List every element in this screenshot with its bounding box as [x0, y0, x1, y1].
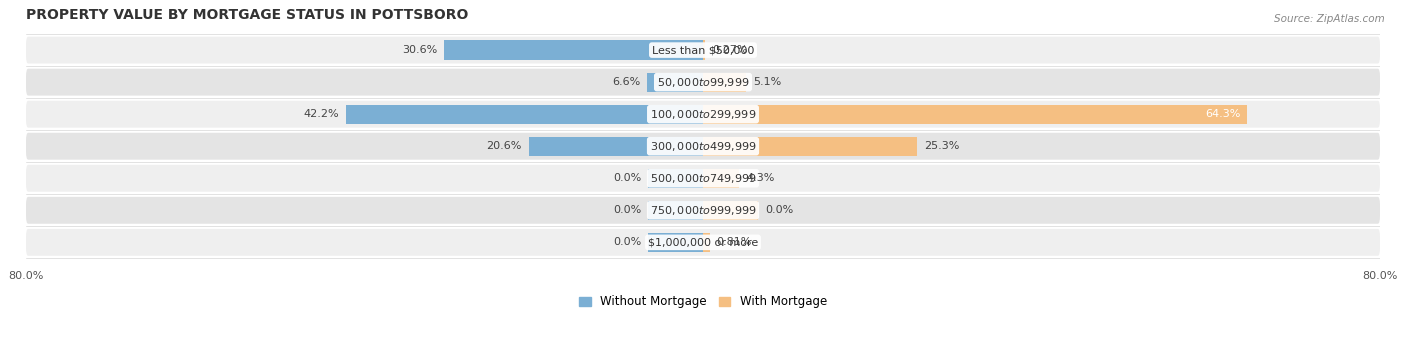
Text: 5.1%: 5.1%	[754, 77, 782, 87]
Text: 4.3%: 4.3%	[747, 173, 775, 183]
Text: 0.0%: 0.0%	[613, 205, 641, 215]
Bar	[529, 137, 703, 156]
Text: 30.6%: 30.6%	[402, 45, 437, 55]
FancyBboxPatch shape	[27, 197, 1379, 224]
Bar	[647, 72, 703, 92]
Bar	[703, 233, 710, 252]
Text: $50,000 to $99,999: $50,000 to $99,999	[657, 75, 749, 89]
Text: $100,000 to $299,999: $100,000 to $299,999	[650, 108, 756, 121]
FancyBboxPatch shape	[27, 101, 1379, 128]
FancyBboxPatch shape	[27, 37, 1379, 64]
Text: 0.0%: 0.0%	[613, 237, 641, 247]
Bar	[703, 169, 740, 188]
FancyBboxPatch shape	[27, 165, 1379, 192]
Text: 64.3%: 64.3%	[1205, 109, 1240, 119]
Bar	[703, 72, 747, 92]
Text: 20.6%: 20.6%	[486, 141, 522, 151]
Text: Less than $50,000: Less than $50,000	[652, 45, 754, 55]
Text: 6.6%: 6.6%	[612, 77, 640, 87]
Bar	[648, 201, 703, 220]
Text: 0.81%: 0.81%	[717, 237, 752, 247]
Bar	[703, 137, 917, 156]
FancyBboxPatch shape	[27, 69, 1379, 96]
Bar	[703, 40, 706, 60]
FancyBboxPatch shape	[27, 133, 1379, 160]
Bar	[648, 169, 703, 188]
Bar	[346, 105, 703, 124]
Text: Source: ZipAtlas.com: Source: ZipAtlas.com	[1274, 14, 1385, 23]
Text: 0.27%: 0.27%	[711, 45, 748, 55]
Legend: Without Mortgage, With Mortgage: Without Mortgage, With Mortgage	[574, 291, 832, 313]
Text: 42.2%: 42.2%	[304, 109, 339, 119]
FancyBboxPatch shape	[27, 229, 1379, 256]
Text: $750,000 to $999,999: $750,000 to $999,999	[650, 204, 756, 217]
Text: $300,000 to $499,999: $300,000 to $499,999	[650, 140, 756, 153]
Bar	[648, 233, 703, 252]
Text: 0.0%: 0.0%	[613, 173, 641, 183]
Text: 0.0%: 0.0%	[765, 205, 793, 215]
Text: $1,000,000 or more: $1,000,000 or more	[648, 237, 758, 247]
Text: 25.3%: 25.3%	[924, 141, 959, 151]
Bar	[703, 201, 758, 220]
Text: $500,000 to $749,999: $500,000 to $749,999	[650, 172, 756, 185]
Text: PROPERTY VALUE BY MORTGAGE STATUS IN POTTSBORO: PROPERTY VALUE BY MORTGAGE STATUS IN POT…	[27, 8, 468, 22]
Bar	[444, 40, 703, 60]
Bar	[703, 105, 1247, 124]
